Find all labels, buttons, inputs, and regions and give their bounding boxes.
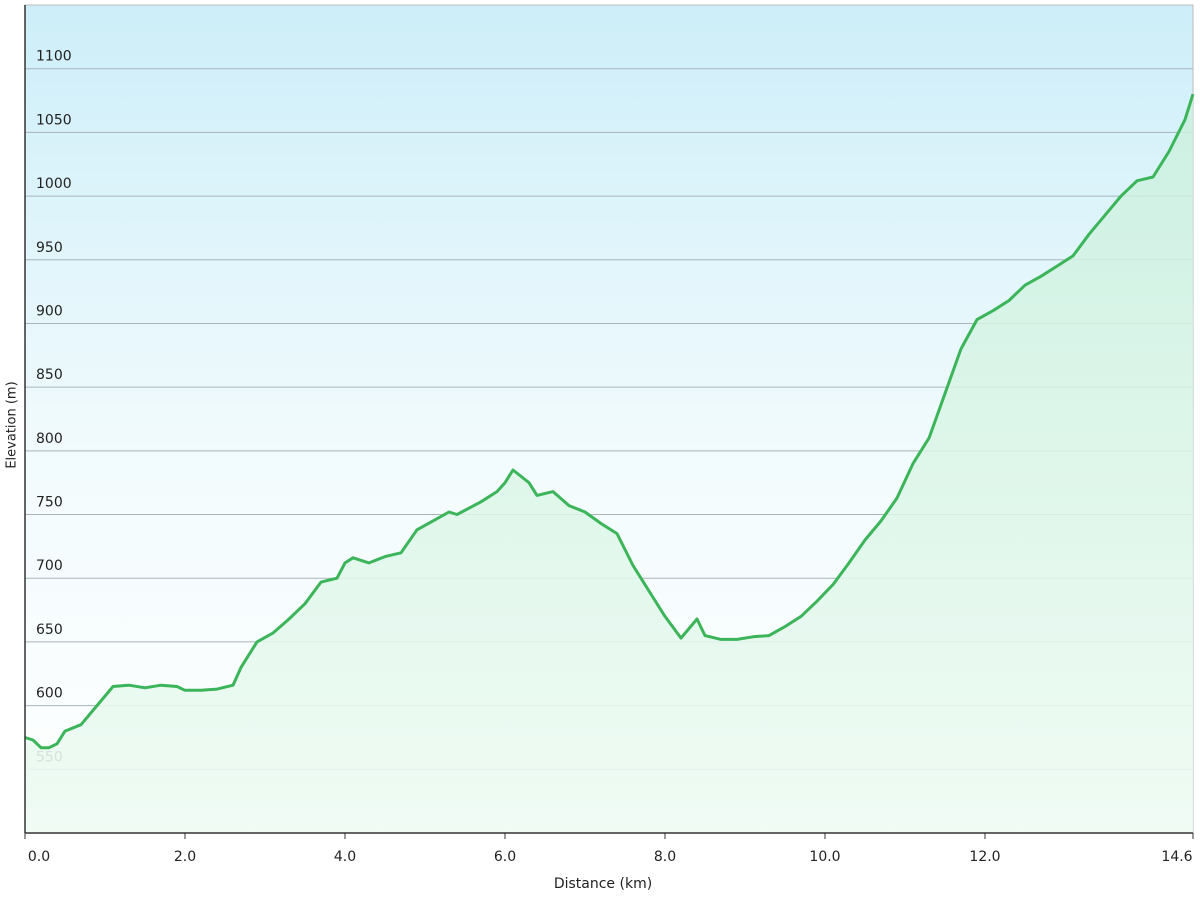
y-tick-label: 650: [36, 622, 63, 638]
x-tick-label: 8.0: [654, 849, 676, 865]
y-tick-label: 600: [36, 686, 63, 702]
y-tick-label: 700: [36, 558, 63, 574]
elevation-line: [24, 93, 1195, 750]
x-tick-label: 0.0: [28, 849, 50, 865]
y-tick-label: 800: [36, 431, 63, 447]
x-tick-label: 14.6: [1161, 849, 1192, 865]
y-axis-label: Elevation (m): [5, 381, 20, 468]
y-tick-label: 850: [36, 367, 63, 383]
x-tick-label: 6.0: [494, 849, 516, 865]
y-tick-label: 1100: [36, 49, 72, 65]
y-tick-label: 1050: [36, 112, 72, 128]
x-tick-label: 4.0: [334, 849, 356, 865]
y-tick-label: 900: [36, 303, 63, 319]
x-tick-label: 12.0: [969, 849, 1000, 865]
x-tick-label: 10.0: [809, 849, 840, 865]
y-tick-label: 1000: [36, 176, 72, 192]
y-tick-label: 950: [36, 240, 63, 256]
area-fill: [25, 94, 1193, 833]
x-tick-label: 2.0: [174, 849, 196, 865]
x-axis-label: Distance (km): [554, 876, 652, 892]
y-tick-label: 750: [36, 495, 63, 511]
